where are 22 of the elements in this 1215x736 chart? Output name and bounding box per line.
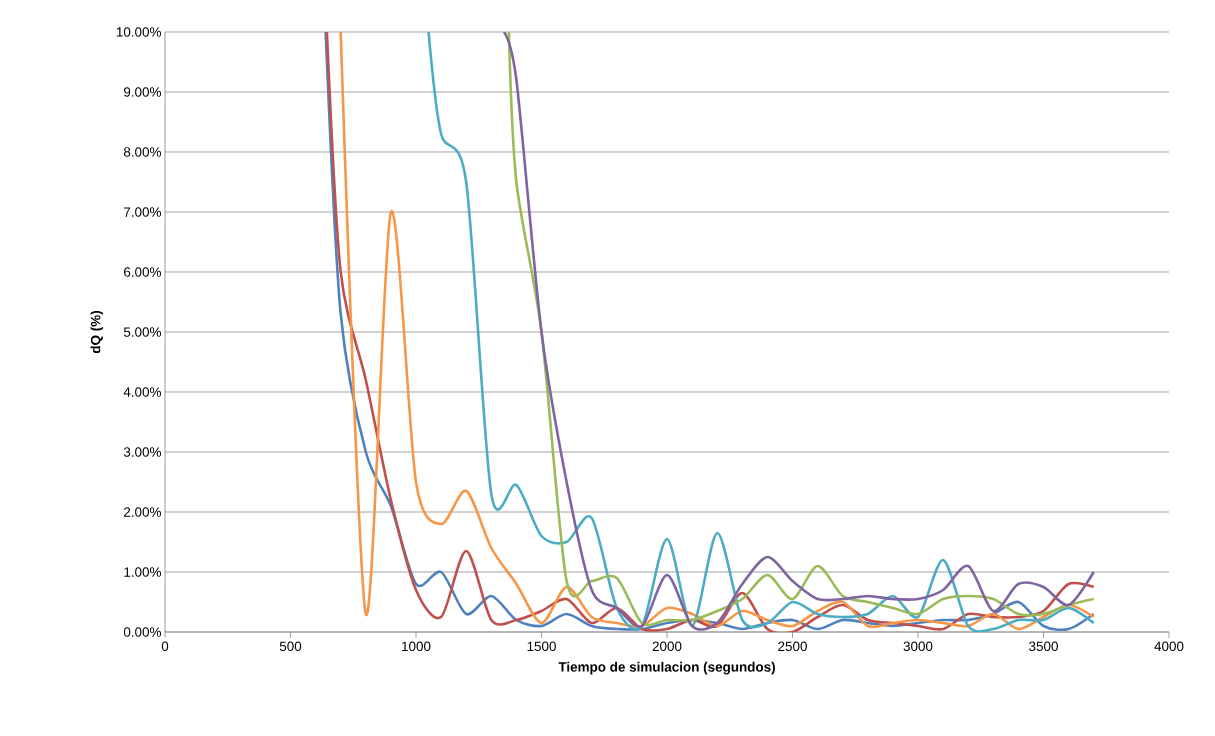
y-tick-label: 9.00% — [123, 87, 161, 97]
y-tick-label: 4.00% — [123, 387, 161, 397]
y-tick-label: 1.00% — [124, 567, 161, 577]
y-tick-label: 8.00% — [123, 147, 161, 157]
x-tick-label: 1000 — [402, 641, 431, 652]
y-tick-label: 5.00% — [123, 327, 161, 337]
x-tick-label: 0 — [161, 641, 169, 652]
x-tick-label: 2000 — [652, 641, 682, 652]
x-tick-label: 1500 — [527, 641, 556, 652]
x-tick-label: 2500 — [778, 641, 807, 652]
x-tick-label: 4000 — [1154, 641, 1184, 652]
y-axis-title: dQ (%) — [90, 311, 104, 354]
x-axis-title: Tiempo de simulacion (segundos) — [558, 661, 775, 675]
x-tick-label: 500 — [279, 641, 302, 652]
y-tick-label: 7.00% — [124, 207, 161, 217]
x-tick-label: 3500 — [1029, 641, 1058, 652]
y-tick-label: 3.00% — [123, 447, 161, 457]
y-tick-label: 6.00% — [124, 267, 161, 277]
x-tick-label: 3000 — [903, 641, 933, 652]
y-tick-label: 10.00% — [116, 27, 161, 37]
y-tick-label: 2.00% — [124, 507, 161, 517]
y-tick-label: 0.00% — [123, 627, 161, 637]
